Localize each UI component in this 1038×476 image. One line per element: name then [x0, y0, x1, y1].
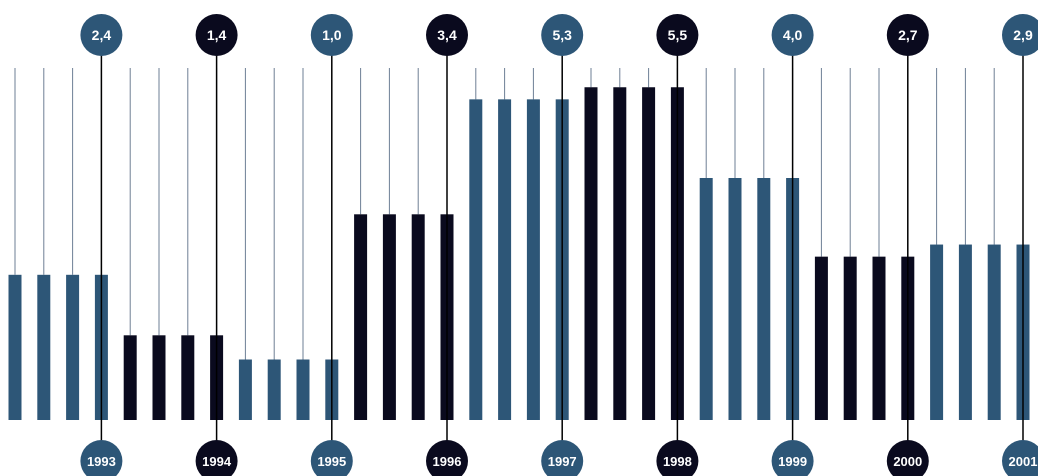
value-badge-1996 — [426, 14, 468, 56]
bar-2001-1 — [930, 244, 944, 420]
bar-1993-3 — [66, 274, 80, 420]
bar-1999-2 — [728, 178, 742, 420]
bar-1997-2 — [498, 99, 512, 420]
value-label-1998: 5,5 — [668, 27, 688, 43]
year-label-2001: 2001 — [1009, 454, 1038, 469]
bar-1997-3 — [526, 99, 540, 420]
year-label-1995: 1995 — [317, 454, 346, 469]
bar-1995-3 — [296, 359, 310, 420]
year-badge-1998 — [656, 440, 699, 476]
bar-2000-2 — [843, 256, 857, 420]
value-labels: 2,4 1,4 1,0 3,4 5,3 5,5 4,0 2,7 2,9 — [80, 14, 1038, 56]
year-label-1996: 1996 — [433, 454, 462, 469]
year-badge-2000 — [886, 440, 929, 476]
bar-1998-2 — [613, 87, 627, 420]
bar-1993-1 — [8, 274, 22, 420]
value-label-1999: 4,0 — [783, 27, 803, 43]
bar-1994-3 — [181, 335, 195, 420]
bar-2001-3 — [987, 244, 1001, 420]
value-badge-1995 — [310, 14, 353, 56]
year-badge-1995 — [310, 440, 353, 476]
value-badge-2001 — [1002, 14, 1038, 56]
year-label-2000: 2000 — [893, 454, 922, 469]
year-badge-2001 — [1002, 440, 1038, 476]
value-label-1997: 5,3 — [552, 27, 572, 43]
year-badge-1999 — [771, 440, 814, 476]
year-badge-1997 — [541, 440, 584, 476]
bar-1993-2 — [37, 274, 51, 420]
bar-1995-2 — [267, 359, 281, 420]
year-label-1998: 1998 — [663, 454, 692, 469]
bars — [8, 87, 1030, 420]
value-badge-1998 — [656, 14, 699, 56]
value-label-1996: 3,4 — [437, 27, 457, 43]
year-label-1993: 1993 — [87, 454, 116, 469]
bar-1996-2 — [382, 214, 396, 420]
value-label-1995: 1,0 — [322, 27, 342, 43]
value-badge-2000 — [886, 14, 929, 56]
guide-lines — [14, 68, 1024, 360]
bar-1998-3 — [642, 87, 656, 420]
bar-1994-1 — [123, 335, 137, 420]
bar-2000-1 — [814, 256, 828, 420]
bar-1999-1 — [699, 178, 713, 420]
bar-2000-3 — [872, 256, 886, 420]
bar-2001-2 — [958, 244, 972, 420]
value-badge-1993 — [80, 14, 123, 56]
year-label-1999: 1999 — [778, 454, 807, 469]
leader-lines — [100, 35, 1024, 461]
bar-1996-3 — [411, 214, 425, 420]
bar-1996-1 — [354, 214, 368, 420]
value-label-2001: 2,9 — [1013, 27, 1033, 43]
value-label-1993: 2,4 — [92, 27, 112, 43]
bar-1995-1 — [238, 359, 252, 420]
value-badge-1997 — [541, 14, 584, 56]
value-label-2000: 2,7 — [898, 27, 918, 43]
year-label-1994: 1994 — [202, 454, 232, 469]
value-badge-1994 — [195, 14, 238, 56]
year-badge-1993 — [80, 440, 123, 476]
year-labels: 1993 1994 1995 1996 1997 1998 1999 2000 2001 — [80, 440, 1038, 476]
bar-1998-1 — [584, 87, 598, 420]
bar-1999-3 — [757, 178, 771, 420]
year-badge-1996 — [426, 440, 468, 476]
bar-1997-1 — [469, 99, 483, 420]
bar-1994-2 — [152, 335, 166, 420]
year-label-1997: 1997 — [548, 454, 577, 469]
value-label-1994: 1,4 — [207, 27, 227, 43]
value-badge-1999 — [771, 14, 814, 56]
year-badge-1994 — [195, 440, 238, 476]
